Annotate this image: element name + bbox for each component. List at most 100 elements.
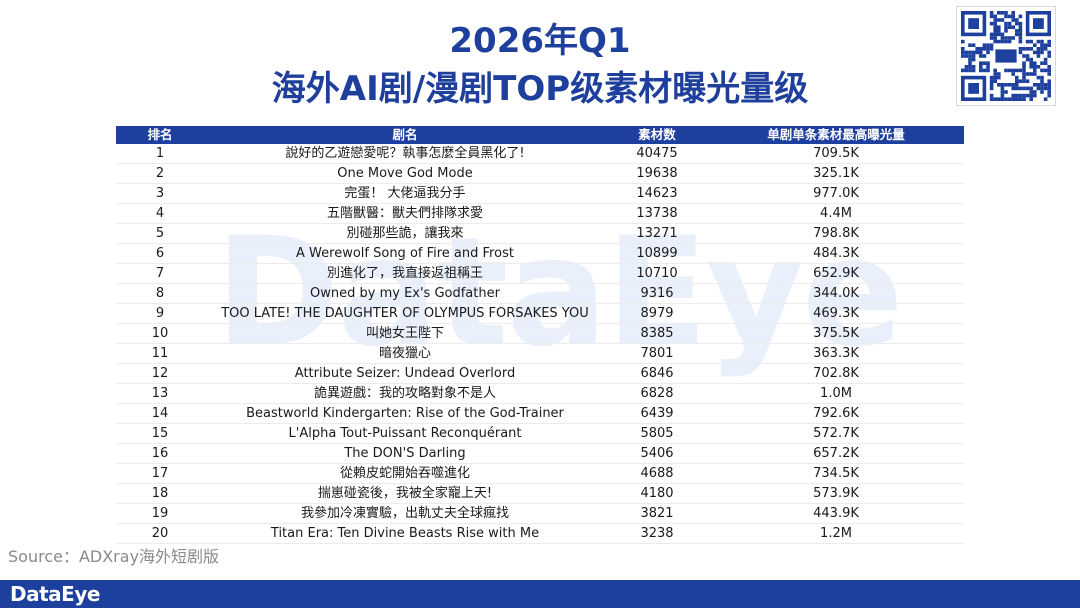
cell-rank: 3 (116, 183, 204, 204)
cell-title: 完蛋！ 大佬逼我分手 (204, 183, 606, 204)
cell-rank: 12 (116, 363, 204, 384)
table-row: 19 我參加冷凍實驗，出軌丈夫全球瘋找 3821 443.9K (116, 503, 964, 524)
cell-max-exposure: 325.1K (708, 163, 964, 184)
cell-material-count: 10899 (606, 243, 708, 264)
source-note: Source：ADXray海外短剧版 (8, 547, 220, 566)
cell-material-count: 6439 (606, 403, 708, 424)
cell-max-exposure: 657.2K (708, 443, 964, 464)
header-material-count: 素材数 (606, 126, 708, 144)
cell-title: Titan Era: Ten Divine Beasts Rise with M… (204, 523, 606, 544)
cell-rank: 15 (116, 423, 204, 444)
table-row: 8 Owned by my Ex's Godfather 9316 344.0K (116, 283, 964, 304)
cell-material-count: 13271 (606, 223, 708, 244)
cell-material-count: 40475 (606, 144, 708, 164)
header-title: 剧名 (204, 126, 606, 144)
cell-max-exposure: 573.9K (708, 483, 964, 504)
footer-logo: DataEye (10, 582, 100, 606)
cell-rank: 17 (116, 463, 204, 484)
footer-bar: DataEye (0, 580, 1080, 608)
header-max-exposure: 单剧单条素材最高曝光量 (708, 126, 964, 144)
cell-max-exposure: 652.9K (708, 263, 964, 284)
table-row: 4 五階獸醫：獸夫們排隊求愛 13738 4.4M (116, 203, 964, 224)
cell-max-exposure: 1.0M (708, 383, 964, 404)
cell-max-exposure: 798.8K (708, 223, 964, 244)
cell-max-exposure: 363.3K (708, 343, 964, 364)
table-row: 5 別碰那些詭，讓我來 13271 798.8K (116, 223, 964, 244)
cell-max-exposure: 1.2M (708, 523, 964, 544)
cell-material-count: 9316 (606, 283, 708, 304)
table-row: 10 叫她女王陛下 8385 375.5K (116, 323, 964, 344)
cell-material-count: 4180 (606, 483, 708, 504)
cell-material-count: 3238 (606, 523, 708, 544)
cell-material-count: 8385 (606, 323, 708, 344)
cell-rank: 2 (116, 163, 204, 184)
cell-title: 從賴皮蛇開始吞噬進化 (204, 463, 606, 484)
cell-title: 詭異遊戲：我的攻略對象不是人 (204, 383, 606, 404)
table-row: 14 Beastworld Kindergarten: Rise of the G… (116, 403, 964, 424)
table-row: 1 說好的乙遊戀愛呢？執事怎麼全員黑化了! 40475 709.5K (116, 144, 964, 164)
cell-rank: 16 (116, 443, 204, 464)
page-title-line2: 海外AI剧/漫剧TOP级素材曝光量级 (271, 69, 809, 109)
cell-max-exposure: 734.5K (708, 463, 964, 484)
cell-title: 五階獸醫：獸夫們排隊求愛 (204, 203, 606, 224)
cell-title: 叫她女王陛下 (204, 323, 606, 344)
cell-max-exposure: 375.5K (708, 323, 964, 344)
cell-material-count: 5805 (606, 423, 708, 444)
cell-rank: 10 (116, 323, 204, 344)
cell-rank: 11 (116, 343, 204, 364)
cell-material-count: 3821 (606, 503, 708, 524)
cell-max-exposure: 4.4M (708, 203, 964, 224)
cell-material-count: 5406 (606, 443, 708, 464)
cell-max-exposure: 344.0K (708, 283, 964, 304)
cell-title: Owned by my Ex's Godfather (204, 283, 606, 304)
cell-material-count: 8979 (606, 303, 708, 324)
table-row: 9 TOO LATE! THE DAUGHTER OF OLYMPUS FORSA… (116, 303, 964, 324)
cell-rank: 14 (116, 403, 204, 424)
cell-title: 揣崽碰瓷後，我被全家寵上天! (204, 483, 606, 504)
qr-code-icon (956, 6, 1056, 106)
table-row: 15 L'Alpha Tout-Puissant Reconquérant 5805… (116, 423, 964, 444)
cell-title: L'Alpha Tout-Puissant Reconquérant (204, 423, 606, 444)
cell-material-count: 4688 (606, 463, 708, 484)
cell-max-exposure: 572.7K (708, 423, 964, 444)
table-row: 7 別進化了，我直接返祖稱王 10710 652.9K (116, 263, 964, 284)
table-body: 1 說好的乙遊戀愛呢？執事怎麼全員黑化了! 40475 709.5K 2 One Move… (116, 144, 964, 544)
ranking-table: 排名 剧名 素材数 单剧单条素材最高曝光量 1 說好的乙遊戀愛呢？執事怎麼全員黑化… (116, 126, 964, 544)
cell-material-count: 19638 (606, 163, 708, 184)
cell-title: Attribute Seizer: Undead Overlord (204, 363, 606, 384)
table-row: 2 One Move God Mode 19638 325.1K (116, 163, 964, 184)
cell-rank: 19 (116, 503, 204, 524)
cell-material-count: 14623 (606, 183, 708, 204)
cell-title: 我參加冷凍實驗，出軌丈夫全球瘋找 (204, 503, 606, 524)
cell-rank: 20 (116, 523, 204, 544)
cell-rank: 5 (116, 223, 204, 244)
cell-title: 暗夜獵心 (204, 343, 606, 364)
table-row: 17 從賴皮蛇開始吞噬進化 4688 734.5K (116, 463, 964, 484)
cell-max-exposure: 792.6K (708, 403, 964, 424)
cell-rank: 8 (116, 283, 204, 304)
cell-title: 別碰那些詭，讓我來 (204, 223, 606, 244)
cell-rank: 7 (116, 263, 204, 284)
qr-code-graphic (961, 11, 1051, 101)
cell-title: The DON'S Darling (204, 443, 606, 464)
cell-rank: 9 (116, 303, 204, 324)
header-rank: 排名 (116, 126, 204, 144)
table-row: 16 The DON'S Darling 5406 657.2K (116, 443, 964, 464)
cell-material-count: 7801 (606, 343, 708, 364)
table-row: 20 Titan Era: Ten Divine Beasts Rise with… (116, 523, 964, 544)
table-row: 13 詭異遊戲：我的攻略對象不是人 6828 1.0M (116, 383, 964, 404)
cell-title: Beastworld Kindergarten: Rise of the God… (204, 403, 606, 424)
table-row: 18 揣崽碰瓷後，我被全家寵上天! 4180 573.9K (116, 483, 964, 504)
cell-rank: 4 (116, 203, 204, 224)
cell-title: 說好的乙遊戀愛呢？執事怎麼全員黑化了! (204, 144, 606, 164)
cell-rank: 13 (116, 383, 204, 404)
cell-title: TOO LATE! THE DAUGHTER OF OLYMPUS FORSAK… (204, 303, 606, 324)
page-title-line1: 2026年Q1 (449, 21, 631, 61)
cell-max-exposure: 702.8K (708, 363, 964, 384)
table-header-row: 排名 剧名 素材数 单剧单条素材最高曝光量 (116, 126, 964, 144)
cell-material-count: 6846 (606, 363, 708, 384)
table-row: 11 暗夜獵心 7801 363.3K (116, 343, 964, 364)
cell-rank: 6 (116, 243, 204, 264)
cell-max-exposure: 977.0K (708, 183, 964, 204)
